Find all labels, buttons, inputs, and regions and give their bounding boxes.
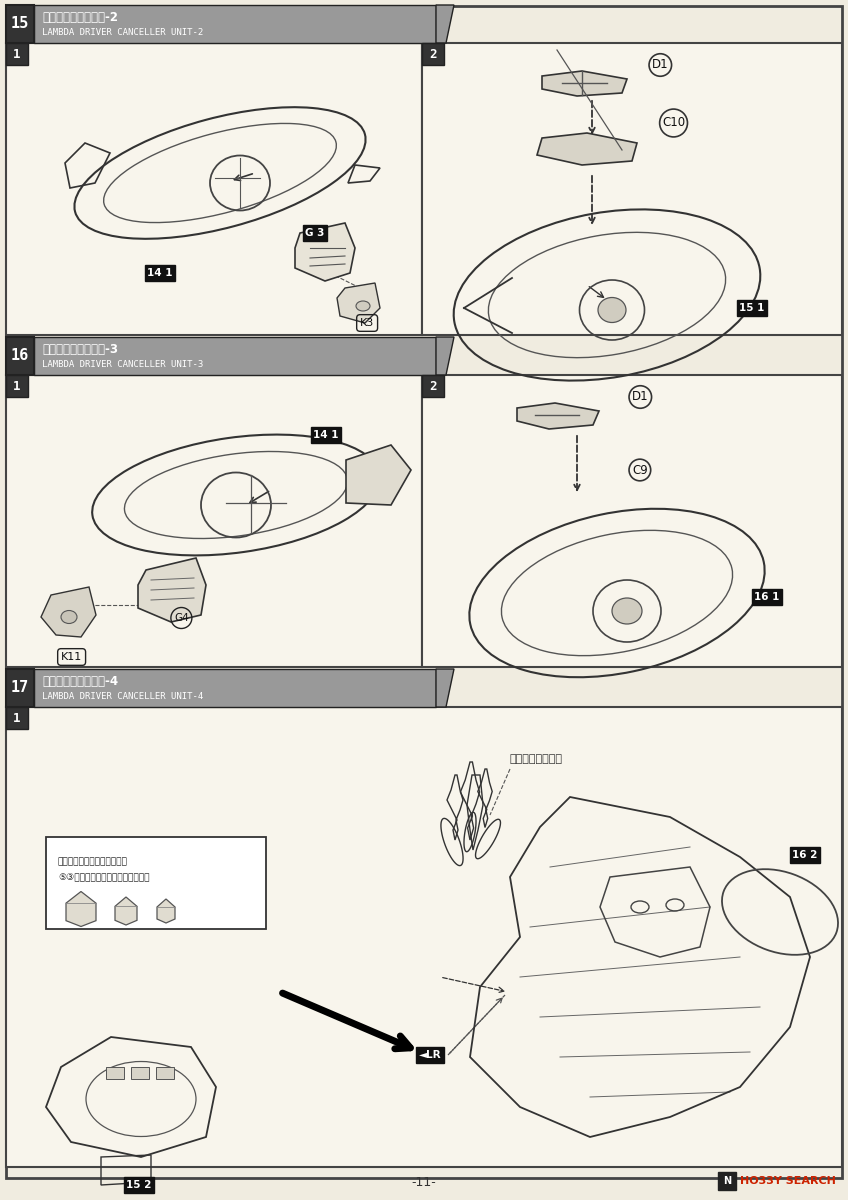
Bar	[131, 1067, 149, 1079]
Bar	[6, 707, 28, 728]
Polygon shape	[436, 337, 454, 374]
Bar	[34, 670, 436, 707]
Text: ⑤③で取り付けた部品を外します。: ⑤③で取り付けた部品を外します。	[58, 872, 149, 882]
Bar	[422, 374, 842, 667]
Polygon shape	[337, 283, 380, 323]
Ellipse shape	[356, 301, 370, 311]
Polygon shape	[115, 898, 137, 925]
Text: G4: G4	[174, 613, 189, 623]
Text: D1: D1	[632, 390, 649, 403]
Text: 14 1: 14 1	[313, 430, 338, 440]
Bar	[34, 337, 436, 374]
Bar	[6, 374, 422, 667]
Polygon shape	[517, 403, 599, 428]
Text: 妖精の羽の組み立て-4: 妖精の羽の組み立て-4	[42, 674, 118, 688]
Bar	[156, 1067, 174, 1079]
Bar	[422, 43, 842, 335]
Text: 2: 2	[429, 48, 437, 60]
Text: K11: K11	[61, 652, 82, 662]
Polygon shape	[66, 892, 96, 926]
Polygon shape	[346, 445, 411, 505]
Text: C10: C10	[662, 116, 685, 130]
Ellipse shape	[61, 611, 77, 624]
Bar	[422, 374, 444, 397]
Bar	[34, 5, 436, 43]
Text: ◄LR: ◄LR	[419, 1050, 441, 1060]
Text: D1: D1	[652, 59, 668, 72]
Text: 妖精の羽の組み立て-3: 妖精の羽の組み立て-3	[42, 343, 118, 355]
Polygon shape	[138, 558, 206, 622]
Text: 15 2: 15 2	[126, 1180, 152, 1190]
Text: N: N	[723, 1176, 731, 1186]
Bar	[718, 1172, 736, 1190]
Text: 17: 17	[11, 680, 29, 696]
Text: LAMBDA DRIVER CANCELLER UNIT-3: LAMBDA DRIVER CANCELLER UNIT-3	[42, 360, 204, 368]
Text: HO33Y SEARCH: HO33Y SEARCH	[740, 1176, 836, 1186]
Text: 妖精の羽の組み立て-2: 妖精の羽の組み立て-2	[42, 11, 118, 24]
Text: LAMBDA DRIVER CANCELLER UNIT-2: LAMBDA DRIVER CANCELLER UNIT-2	[42, 28, 204, 37]
Text: 15: 15	[11, 17, 29, 31]
Text: 1: 1	[14, 712, 20, 725]
Text: エフェクトパーツ: エフェクトパーツ	[510, 754, 563, 764]
Ellipse shape	[612, 598, 642, 624]
Polygon shape	[537, 133, 637, 164]
Text: K3: K3	[360, 318, 374, 328]
Text: 16: 16	[11, 348, 29, 364]
Text: 妖精の羽を取り付ける場合は: 妖精の羽を取り付ける場合は	[58, 858, 128, 866]
Ellipse shape	[598, 298, 626, 323]
Bar	[6, 43, 422, 335]
Bar	[46, 838, 266, 929]
Polygon shape	[295, 223, 355, 281]
Text: LAMBDA DRIVER CANCELLER UNIT-4: LAMBDA DRIVER CANCELLER UNIT-4	[42, 692, 204, 701]
Text: 1: 1	[14, 48, 20, 60]
Bar	[422, 43, 444, 65]
Text: G 3: G 3	[305, 228, 325, 238]
Text: 15 1: 15 1	[739, 302, 765, 313]
Text: -11-: -11-	[411, 1176, 437, 1188]
Text: 2: 2	[429, 379, 437, 392]
Text: C9: C9	[632, 463, 648, 476]
Text: 16 1: 16 1	[755, 592, 779, 602]
Bar	[6, 374, 28, 397]
Polygon shape	[542, 71, 627, 96]
Polygon shape	[436, 5, 454, 43]
Bar	[6, 670, 34, 707]
Text: 14 1: 14 1	[148, 268, 173, 278]
Bar	[6, 5, 34, 43]
Bar	[106, 1067, 124, 1079]
Bar	[6, 43, 28, 65]
Polygon shape	[436, 670, 454, 707]
Text: 16 2: 16 2	[792, 850, 817, 860]
Bar	[6, 337, 34, 374]
Text: 1: 1	[14, 379, 20, 392]
Bar	[6, 707, 842, 1166]
Polygon shape	[157, 899, 175, 923]
Polygon shape	[41, 587, 96, 637]
